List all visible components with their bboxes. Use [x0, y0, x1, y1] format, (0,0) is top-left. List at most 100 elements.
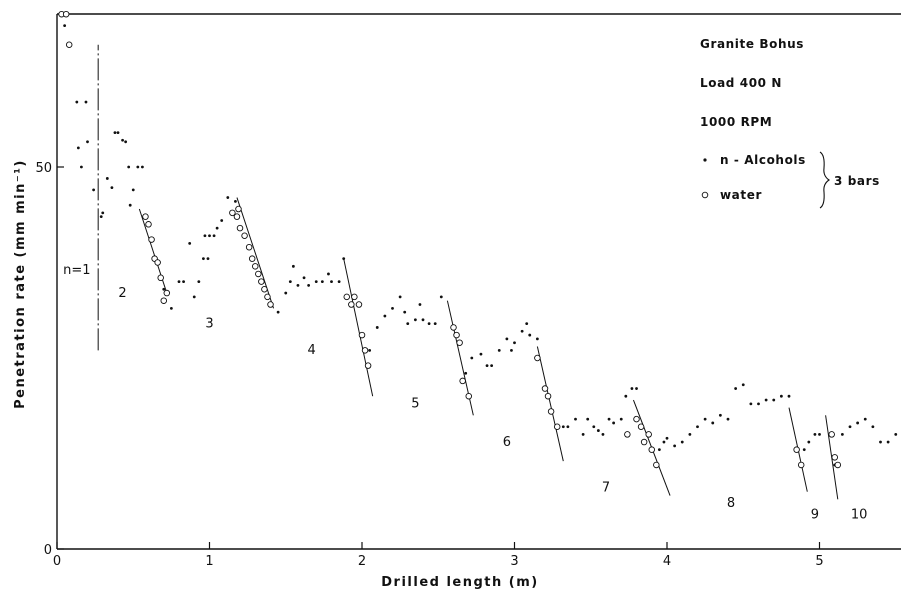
water-point — [456, 339, 463, 346]
water-point — [255, 270, 262, 278]
n-alcohol-point — [718, 413, 722, 417]
y-axis-title: Penetration rate (mm min⁻¹) — [13, 159, 28, 409]
n-alcohol-point — [561, 425, 565, 429]
water-point — [459, 377, 466, 385]
n-alcohol-point — [696, 425, 699, 429]
n-alcohol-point — [418, 303, 422, 306]
n-alcohol-point — [749, 402, 753, 406]
y-tick-label: 50 — [35, 161, 52, 176]
n-alcohol-point — [136, 165, 140, 169]
legend-dot-marker — [703, 158, 707, 162]
y-tick-group: 0 50 — [35, 161, 64, 558]
trend-line-group — [138, 197, 839, 500]
n-alcohol-point — [398, 295, 402, 299]
n-alcohol-point — [630, 387, 634, 390]
data-points-group — [58, 10, 898, 469]
trend-line — [343, 258, 374, 397]
n-alcohol-point — [226, 196, 230, 199]
water-point — [235, 205, 242, 213]
n-alcohol-point — [288, 280, 292, 283]
water-point — [831, 454, 839, 461]
water-point — [624, 431, 631, 438]
n-alcohol-point — [406, 322, 410, 326]
n-alcohol-point — [510, 348, 513, 352]
n-alcohol-point — [391, 306, 394, 310]
legend-line-rock: Granite Bohus — [700, 37, 804, 51]
segment-label: 4 — [308, 343, 316, 358]
n-alcohol-point — [688, 433, 692, 436]
n-alcohol-point — [886, 440, 890, 444]
n-alcohol-point — [566, 425, 570, 429]
water-point — [633, 415, 640, 423]
legend-water-label: water — [720, 188, 762, 202]
n-alcohol-point — [127, 165, 131, 169]
n-alcohol-point — [657, 448, 661, 452]
n-alcohol-point — [113, 131, 117, 135]
n-alcohol-point — [383, 314, 387, 318]
x-tick-label: 0 — [53, 554, 61, 569]
water-point — [465, 392, 473, 400]
n-alcohol-point — [330, 280, 333, 283]
water-point — [640, 438, 648, 446]
segment-label: 9 — [811, 507, 819, 522]
n-alcohol-point — [497, 348, 501, 352]
n-alcohol-point — [413, 318, 417, 322]
n-alcohol-point — [619, 417, 623, 421]
n-alcohol-point — [879, 440, 882, 444]
water-point — [160, 297, 167, 304]
n-alcohol-point — [439, 295, 443, 299]
n-alcohol-point — [505, 337, 509, 341]
water-point — [241, 232, 248, 240]
n-alcohol-point — [234, 199, 237, 203]
segment-label: 10 — [851, 507, 868, 522]
legend-line-rpm: 1000 RPM — [700, 115, 772, 129]
n-alcohol-point — [296, 284, 300, 287]
plot-frame — [56, 13, 901, 550]
n-alcohol-point — [741, 383, 745, 387]
n-alcohol-point — [291, 264, 295, 268]
n-alcohol-point — [764, 398, 768, 402]
n-alcohol-point — [188, 242, 192, 245]
n-alcohol-point — [110, 186, 114, 190]
n-alcohol-point — [525, 322, 529, 326]
water-point — [541, 385, 549, 392]
n-alcohol-point — [427, 322, 431, 326]
n-alcohol-point — [131, 188, 135, 192]
n-alcohol-point — [215, 226, 219, 230]
n-alcohol-point — [182, 280, 185, 283]
n-alcohol-point — [485, 364, 489, 368]
n-alcohol-point — [818, 433, 821, 436]
n-alcohol-point — [302, 276, 306, 280]
n-alcohol-point — [197, 280, 201, 283]
n-alcohol-point — [662, 440, 666, 444]
n-alcohol-point — [574, 417, 577, 421]
n-alcohol-point — [320, 280, 324, 283]
n-alcohol-point — [479, 352, 483, 356]
n-alcohol-point — [220, 219, 224, 222]
n-alcohol-point — [284, 291, 288, 295]
segment-label-group: n=1 2 3 4 5 6 7 8 9 10 — [63, 263, 867, 522]
water-point — [648, 446, 656, 453]
n-alcohol-point — [581, 433, 585, 436]
n-alcohol-point — [464, 371, 468, 375]
water-point — [793, 446, 800, 453]
water-point — [251, 263, 259, 270]
n-alcohol-point — [212, 234, 216, 238]
n-alcohol-point — [787, 394, 791, 398]
n-alcohol-point — [635, 387, 638, 390]
n-alcohol-point — [314, 280, 318, 283]
segment-label: 5 — [411, 397, 419, 412]
n-alcohol-point — [807, 440, 811, 444]
water-point — [62, 10, 70, 18]
n-alcohol-point — [813, 433, 817, 436]
n-alcohol-point — [206, 257, 210, 261]
n-alcohol-point — [327, 272, 330, 276]
x-tick-label: 3 — [510, 554, 518, 569]
water-point — [828, 431, 835, 438]
legend: Granite Bohus Load 400 N 1000 RPM n - Al… — [700, 37, 879, 209]
x-tick-label: 1 — [205, 554, 213, 569]
water-point — [361, 347, 369, 354]
water-point — [248, 255, 256, 262]
x-axis-title: Drilled length (m) — [381, 575, 538, 590]
